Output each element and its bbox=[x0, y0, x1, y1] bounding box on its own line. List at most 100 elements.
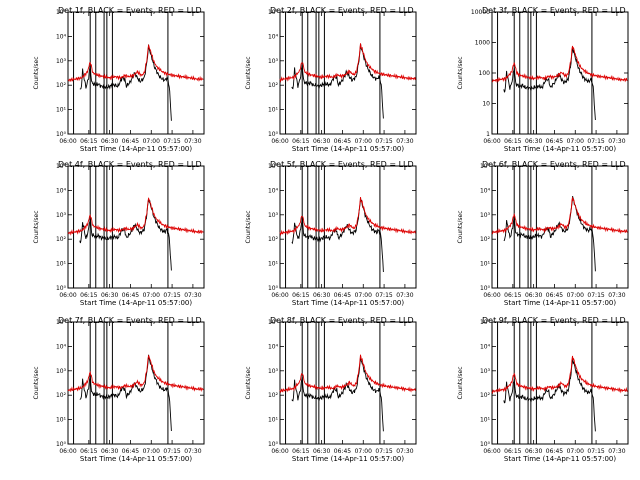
y-tick-label: 10¹ bbox=[480, 261, 491, 268]
plot-panel-5: Det 5f, BLACK = Events, RED = LLD Counts/… bbox=[245, 160, 417, 307]
x-tick-label: 07:30 bbox=[396, 448, 413, 455]
x-tick-label: 06:45 bbox=[546, 292, 563, 299]
y-tick-label: 10² bbox=[56, 82, 67, 89]
x-tick-label: 07:00 bbox=[143, 292, 160, 299]
y-tick-label: 10³ bbox=[56, 212, 67, 219]
y-tick-label: 10⁴ bbox=[268, 33, 279, 40]
y-axis-label: Counts/sec bbox=[33, 366, 40, 399]
series-line-lld bbox=[279, 43, 416, 83]
y-tick-label: 10¹ bbox=[268, 417, 279, 424]
y-tick-label: 10⁵ bbox=[480, 163, 491, 170]
plot-frame bbox=[491, 11, 629, 135]
x-tick-label: 07:00 bbox=[355, 292, 372, 299]
panel-title: Det 2f, BLACK = Events, RED = LLD bbox=[270, 6, 414, 15]
y-tick-label: 10⁵ bbox=[480, 319, 491, 326]
x-tick-label: 07:15 bbox=[375, 292, 392, 299]
x-axis-label: Start Time (14-Apr-11 05:57:00) bbox=[80, 455, 192, 463]
x-tick-label: 07:15 bbox=[375, 138, 392, 145]
series-line-events bbox=[291, 355, 384, 432]
x-tick-label: 06:45 bbox=[122, 138, 139, 145]
y-tick-label: 10⁵ bbox=[268, 163, 279, 170]
x-tick-label: 07:15 bbox=[587, 448, 604, 455]
x-axis-label: Start Time (14-Apr-11 05:57:00) bbox=[80, 299, 192, 307]
plot-frame bbox=[67, 321, 205, 445]
y-tick-label: 10⁵ bbox=[268, 319, 279, 326]
y-axis-label: Counts/sec bbox=[33, 56, 40, 89]
y-tick-label: 10³ bbox=[268, 368, 279, 375]
y-tick-label: 10⁵ bbox=[56, 319, 67, 326]
x-tick-label: 06:15 bbox=[292, 448, 309, 455]
x-tick-label: 06:45 bbox=[546, 448, 563, 455]
x-tick-label: 06:15 bbox=[80, 292, 97, 299]
panel-title: Det 5f, BLACK = Events, RED = LLD bbox=[270, 160, 414, 169]
x-tick-label: 06:00 bbox=[59, 138, 76, 145]
y-tick-label: 10¹ bbox=[56, 417, 67, 424]
x-tick-label: 06:30 bbox=[101, 138, 118, 145]
y-tick-label: 10⁵ bbox=[56, 9, 67, 16]
y-tick-label: 10⁰ bbox=[56, 285, 67, 292]
series-line-events bbox=[503, 358, 596, 432]
x-tick-label: 07:00 bbox=[567, 138, 584, 145]
y-tick-label: 10⁰ bbox=[268, 285, 279, 292]
plot-panel-8: Det 8f, BLACK = Events, RED = LLD Counts/… bbox=[245, 316, 417, 463]
y-tick-label: 10 bbox=[482, 101, 490, 108]
series-line-events bbox=[79, 198, 172, 271]
plot-frame bbox=[279, 165, 417, 289]
panel-title: Det 9f, BLACK = Events, RED = LLD bbox=[482, 316, 626, 325]
plot-panel-4: Det 4f, BLACK = Events, RED = LLD Counts/… bbox=[33, 160, 205, 307]
plot-panel-1: Det 1f, BLACK = Events, RED = LLD Counts/… bbox=[33, 6, 205, 153]
x-tick-label: 07:30 bbox=[608, 138, 625, 145]
x-axis-label: Start Time (14-Apr-11 05:57:00) bbox=[80, 145, 192, 153]
y-tick-label: 10³ bbox=[480, 212, 491, 219]
x-tick-label: 07:15 bbox=[163, 448, 180, 455]
plot-frame bbox=[67, 11, 205, 135]
plot-panel-7: Det 7f, BLACK = Events, RED = LLD Counts/… bbox=[33, 316, 205, 463]
y-tick-label: 1000 bbox=[475, 40, 490, 47]
y-tick-label: 10¹ bbox=[56, 107, 67, 114]
series-line-lld bbox=[491, 197, 628, 235]
series-line-lld bbox=[67, 354, 204, 393]
series-line-lld bbox=[492, 45, 628, 84]
x-tick-label: 06:15 bbox=[292, 292, 309, 299]
y-tick-label: 10³ bbox=[56, 368, 67, 375]
x-tick-label: 07:00 bbox=[143, 448, 160, 455]
x-tick-label: 07:15 bbox=[587, 138, 604, 145]
x-tick-label: 07:30 bbox=[608, 448, 625, 455]
panel-title: Det 4f, BLACK = Events, RED = LLD bbox=[58, 160, 202, 169]
x-axis-label: Start Time (14-Apr-11 05:57:00) bbox=[292, 145, 404, 153]
x-tick-label: 06:00 bbox=[483, 292, 500, 299]
x-tick-label: 06:00 bbox=[271, 448, 288, 455]
x-tick-label: 06:00 bbox=[483, 138, 500, 145]
x-tick-label: 06:45 bbox=[122, 448, 139, 455]
y-tick-label: 10¹ bbox=[56, 261, 67, 268]
y-axis-label: Counts/sec bbox=[33, 210, 40, 243]
x-tick-label: 07:00 bbox=[143, 138, 160, 145]
plot-panel-6: Det 6f, BLACK = Events, RED = LLD Counts/… bbox=[457, 160, 629, 307]
x-tick-label: 06:30 bbox=[525, 292, 542, 299]
y-tick-label: 10¹ bbox=[268, 107, 279, 114]
x-tick-label: 06:30 bbox=[525, 448, 542, 455]
x-tick-label: 06:00 bbox=[483, 448, 500, 455]
x-tick-label: 07:00 bbox=[567, 292, 584, 299]
x-tick-label: 06:30 bbox=[313, 292, 330, 299]
x-tick-label: 06:00 bbox=[271, 292, 288, 299]
x-tick-label: 06:30 bbox=[313, 448, 330, 455]
y-tick-label: 10000 bbox=[471, 9, 490, 16]
panel-title: Det 7f, BLACK = Events, RED = LLD bbox=[58, 316, 202, 325]
x-tick-label: 07:00 bbox=[355, 138, 372, 145]
x-tick-label: 07:30 bbox=[184, 448, 201, 455]
x-axis-label: Start Time (14-Apr-11 05:57:00) bbox=[504, 299, 616, 307]
x-tick-label: 07:30 bbox=[608, 292, 625, 299]
y-tick-label: 10⁰ bbox=[268, 131, 279, 138]
panel-title: Det 8f, BLACK = Events, RED = LLD bbox=[270, 316, 414, 325]
y-tick-label: 10⁴ bbox=[480, 187, 491, 194]
y-tick-label: 10³ bbox=[480, 368, 491, 375]
plot-frame bbox=[67, 165, 205, 289]
x-tick-label: 07:30 bbox=[396, 292, 413, 299]
plot-frame bbox=[279, 321, 417, 445]
x-axis-label: Start Time (14-Apr-11 05:57:00) bbox=[504, 145, 616, 153]
x-tick-label: 06:00 bbox=[59, 448, 76, 455]
y-tick-label: 10³ bbox=[268, 212, 279, 219]
x-tick-label: 06:45 bbox=[122, 292, 139, 299]
x-axis-label: Start Time (14-Apr-11 05:57:00) bbox=[292, 455, 404, 463]
